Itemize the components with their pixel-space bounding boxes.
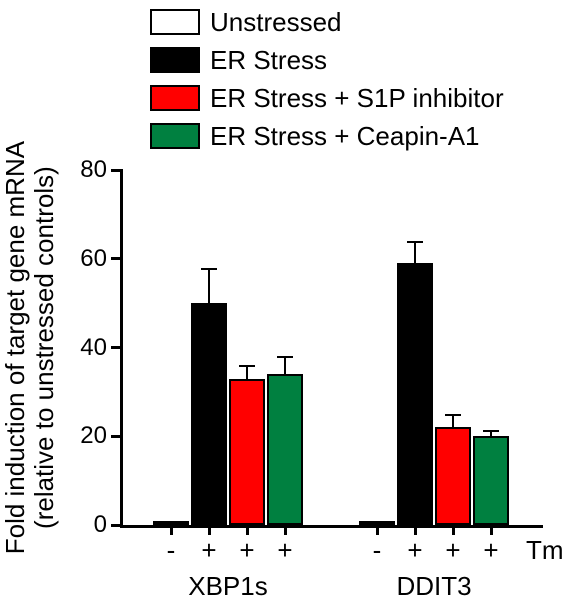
legend-label: Unstressed — [210, 7, 342, 38]
bar — [229, 379, 265, 525]
y-tick-label: 60 — [80, 245, 123, 273]
chart-container: Unstressed ER Stress ER Stress + S1P inhib… — [0, 0, 576, 613]
error-cap — [445, 414, 461, 416]
plot-area: 020406080-+++XBP1s-+++DDIT3 — [120, 170, 543, 528]
y-tick-label: 40 — [80, 334, 123, 362]
bar — [191, 303, 227, 525]
legend-row: Unstressed — [150, 6, 504, 38]
tm-label: Tm — [526, 535, 564, 566]
legend: Unstressed ER Stress ER Stress + S1P inhib… — [150, 6, 504, 158]
error-cap — [239, 365, 255, 367]
error-bar — [284, 356, 286, 374]
bar — [435, 427, 471, 525]
y-tick-label: 80 — [80, 156, 123, 184]
error-bar — [208, 268, 210, 304]
legend-label: ER Stress — [210, 45, 327, 76]
x-marker: - — [167, 525, 176, 566]
legend-swatch — [150, 123, 200, 149]
legend-swatch — [150, 85, 200, 111]
error-bar — [414, 241, 416, 263]
y-tick-label: 0 — [94, 511, 123, 539]
error-cap — [407, 241, 423, 243]
error-cap — [483, 430, 499, 432]
y-axis-title: Fold induction of target gene mRNA (rela… — [10, 170, 50, 525]
bar — [473, 436, 509, 525]
group-label: XBP1s — [188, 525, 268, 602]
group-label: DDIT3 — [396, 525, 471, 602]
x-marker: - — [373, 525, 382, 566]
legend-row: ER Stress — [150, 44, 504, 76]
y-tick-label: 20 — [80, 422, 123, 450]
x-marker: + — [483, 525, 498, 566]
legend-swatch — [150, 47, 200, 73]
error-cap — [201, 268, 217, 270]
bar — [397, 263, 433, 525]
legend-row: ER Stress + Ceapin-A1 — [150, 120, 504, 152]
y-axis-title-line2: (relative to unstressed controls) — [29, 166, 59, 529]
legend-label: ER Stress + Ceapin-A1 — [210, 121, 480, 152]
bar — [267, 374, 303, 525]
legend-label: ER Stress + S1P inhibitor — [210, 83, 504, 114]
legend-swatch — [150, 9, 200, 35]
error-cap — [277, 356, 293, 358]
legend-row: ER Stress + S1P inhibitor — [150, 82, 504, 114]
y-axis-title-line1: Fold induction of target gene mRNA — [0, 141, 30, 554]
x-marker: + — [277, 525, 292, 566]
